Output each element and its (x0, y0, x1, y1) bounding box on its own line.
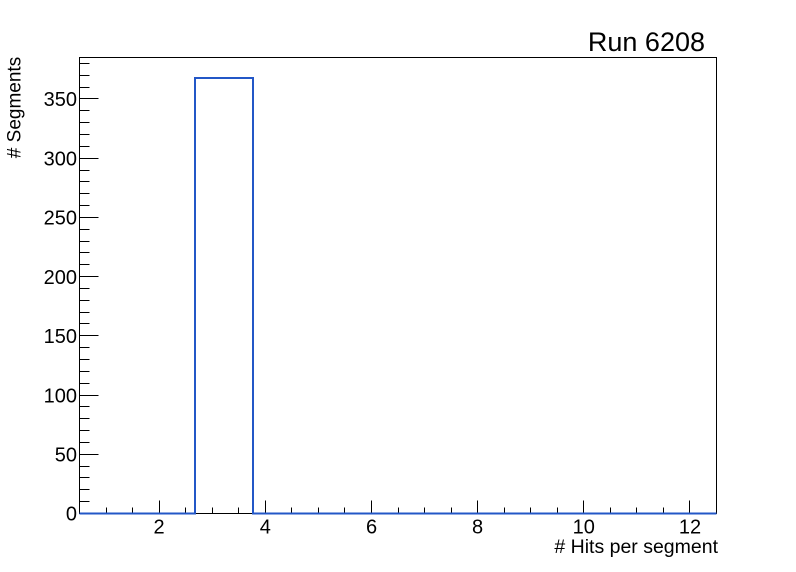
svg-text:# Hits per segment: # Hits per segment (554, 536, 718, 558)
svg-text:12: 12 (679, 517, 701, 539)
svg-text:4: 4 (260, 517, 271, 539)
svg-text:200: 200 (44, 267, 77, 289)
svg-text:350: 350 (44, 89, 77, 111)
svg-text:150: 150 (44, 326, 77, 348)
svg-text:300: 300 (44, 148, 77, 170)
svg-text:8: 8 (472, 517, 483, 539)
svg-text:2: 2 (154, 517, 165, 539)
svg-text:10: 10 (573, 517, 595, 539)
svg-text:# Segments: # Segments (5, 57, 26, 158)
svg-text:6: 6 (366, 517, 377, 539)
svg-text:250: 250 (44, 208, 77, 230)
svg-text:50: 50 (55, 445, 77, 467)
svg-text:Run 6208: Run 6208 (588, 27, 705, 57)
svg-text:0: 0 (66, 504, 77, 526)
svg-text:100: 100 (44, 385, 77, 407)
